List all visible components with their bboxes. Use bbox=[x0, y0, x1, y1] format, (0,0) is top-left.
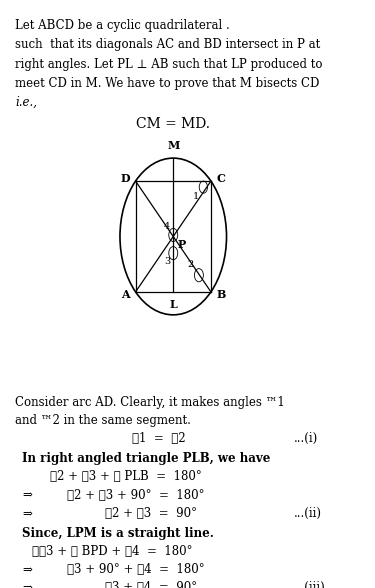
Text: Consider arc AD. Clearly, it makes angles ™1: Consider arc AD. Clearly, it makes angle… bbox=[15, 396, 285, 409]
Text: ∢3 + 90° + ∢4  =  180°: ∢3 + 90° + ∢4 = 180° bbox=[67, 563, 204, 576]
Text: P: P bbox=[178, 239, 186, 249]
Text: Let ABCD be a cyclic quadrilateral .: Let ABCD be a cyclic quadrilateral . bbox=[15, 19, 230, 32]
Text: ⇒: ⇒ bbox=[22, 582, 32, 588]
Text: C: C bbox=[217, 173, 226, 184]
Text: ...(i): ...(i) bbox=[294, 432, 318, 445]
Text: ∢2 + ∢3  =  90°: ∢2 + ∢3 = 90° bbox=[105, 507, 196, 520]
Text: ∢3 + ∢4  =  90°: ∢3 + ∢4 = 90° bbox=[105, 582, 196, 588]
Text: right angles. Let PL ⊥ AB such that LP produced to: right angles. Let PL ⊥ AB such that LP p… bbox=[15, 58, 322, 71]
Text: ∴∢3 + ∢ BPD + ∢4  =  180°: ∴∢3 + ∢ BPD + ∢4 = 180° bbox=[32, 545, 193, 558]
Text: and ™2 in the same segment.: and ™2 in the same segment. bbox=[15, 414, 191, 427]
Text: ...(iii): ...(iii) bbox=[294, 582, 325, 588]
Text: ...(ii): ...(ii) bbox=[294, 507, 321, 520]
Text: 2: 2 bbox=[187, 259, 194, 269]
Text: ⇒: ⇒ bbox=[22, 563, 32, 576]
Text: A: A bbox=[121, 289, 130, 300]
Text: ⇒: ⇒ bbox=[22, 507, 32, 520]
Text: Since, LPM is a straight line.: Since, LPM is a straight line. bbox=[22, 527, 214, 540]
Text: CM = MD.: CM = MD. bbox=[136, 117, 210, 131]
Text: such  that its diagonals AC and BD intersect in P at: such that its diagonals AC and BD inters… bbox=[15, 38, 320, 51]
Text: i.e.,: i.e., bbox=[15, 96, 37, 109]
Text: ⇒: ⇒ bbox=[22, 489, 32, 502]
Text: D: D bbox=[120, 173, 130, 184]
Text: meet CD in M. We have to prove that M bisects CD: meet CD in M. We have to prove that M bi… bbox=[15, 76, 320, 90]
Text: ∢2 + ∢3 + 90°  =  180°: ∢2 + ∢3 + 90° = 180° bbox=[67, 489, 204, 502]
Text: M: M bbox=[167, 140, 179, 151]
Text: ∢1  =  ∢2: ∢1 = ∢2 bbox=[132, 432, 186, 445]
Text: In right angled triangle PLB, we have: In right angled triangle PLB, we have bbox=[22, 452, 270, 465]
Text: B: B bbox=[216, 289, 226, 300]
Text: ∢2 + ∢3 + ∢ PLB  =  180°: ∢2 + ∢3 + ∢ PLB = 180° bbox=[50, 470, 201, 483]
Text: 1: 1 bbox=[192, 192, 199, 201]
Text: 3: 3 bbox=[164, 258, 170, 266]
Text: 4: 4 bbox=[164, 222, 170, 231]
Text: L: L bbox=[170, 299, 177, 310]
